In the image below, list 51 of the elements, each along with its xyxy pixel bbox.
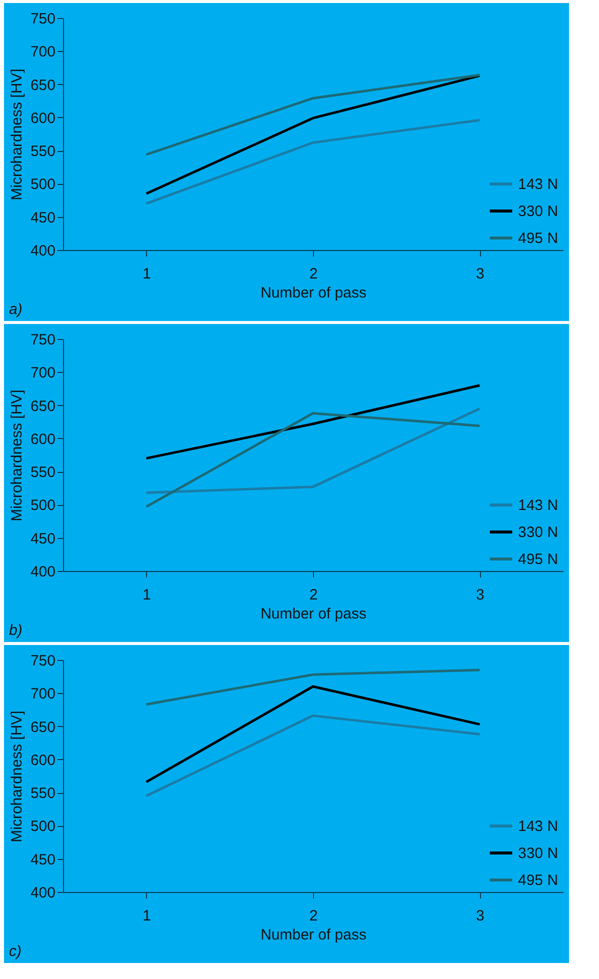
- y-tick-label: 600: [30, 110, 56, 127]
- legend-label: 495 N: [518, 551, 558, 568]
- y-tick-label: 750: [30, 10, 56, 28]
- y-tick-label: 700: [30, 686, 56, 703]
- y-tick-label: 450: [30, 851, 56, 868]
- y-axis-title: Microhardness [HV]: [8, 710, 26, 842]
- x-tick-label: 2: [309, 586, 318, 604]
- y-tick-label: 400: [30, 564, 56, 580]
- y-tick-label: 400: [30, 242, 56, 260]
- y-tick-label: 700: [30, 44, 56, 61]
- y-axis-title: Microhardness [HV]: [8, 68, 26, 200]
- y-axis-title: Microhardness [HV]: [8, 390, 26, 522]
- legend-label: 330 N: [518, 203, 558, 220]
- y-tick-label: 500: [30, 176, 56, 194]
- y-tick-label: 450: [30, 209, 56, 226]
- x-tick-label: 1: [142, 586, 152, 604]
- y-tick-label: 550: [30, 785, 56, 802]
- x-tick-label: 2: [309, 266, 318, 282]
- y-tick-label: 550: [30, 143, 56, 160]
- x-tick-label: 1: [142, 908, 152, 924]
- x-axis-title: Number of pass: [260, 284, 366, 302]
- text: a): [8, 301, 22, 318]
- x-tick-label: 3: [476, 908, 484, 924]
- text: b): [8, 622, 22, 639]
- legend-label: 495 N: [518, 230, 558, 247]
- legend-label: 143 N: [518, 497, 558, 514]
- x-tick-label: 2: [309, 908, 318, 924]
- legend-label: 143 N: [518, 176, 558, 193]
- y-tick-label: 600: [30, 430, 56, 448]
- y-tick-label: 450: [30, 530, 56, 548]
- legend-label: 495 N: [518, 872, 558, 889]
- y-tick-label: 500: [30, 497, 56, 514]
- x-axis-title: Number of pass: [260, 606, 366, 622]
- y-tick-label: 750: [30, 652, 56, 670]
- legend-label: 330 N: [518, 524, 558, 541]
- y-tick-label: 650: [30, 398, 56, 415]
- x-tick-label: 3: [476, 266, 484, 282]
- x-axis-title: Number of pass: [260, 926, 366, 944]
- y-tick-label: 550: [30, 464, 56, 482]
- x-tick-label: 1: [142, 266, 152, 282]
- y-tick-label: 650: [30, 76, 56, 94]
- y-tick-label: 700: [30, 364, 56, 382]
- y-tick-label: 600: [30, 752, 56, 769]
- y-tick-label: 400: [30, 884, 56, 902]
- text: c): [8, 943, 22, 960]
- x-tick-label: 3: [476, 586, 484, 604]
- y-tick-label: 750: [30, 332, 56, 348]
- y-tick-label: 500: [30, 818, 56, 836]
- legend-label: 330 N: [518, 845, 558, 862]
- legend-label: 143 N: [518, 818, 558, 835]
- y-tick-label: 650: [30, 718, 56, 736]
